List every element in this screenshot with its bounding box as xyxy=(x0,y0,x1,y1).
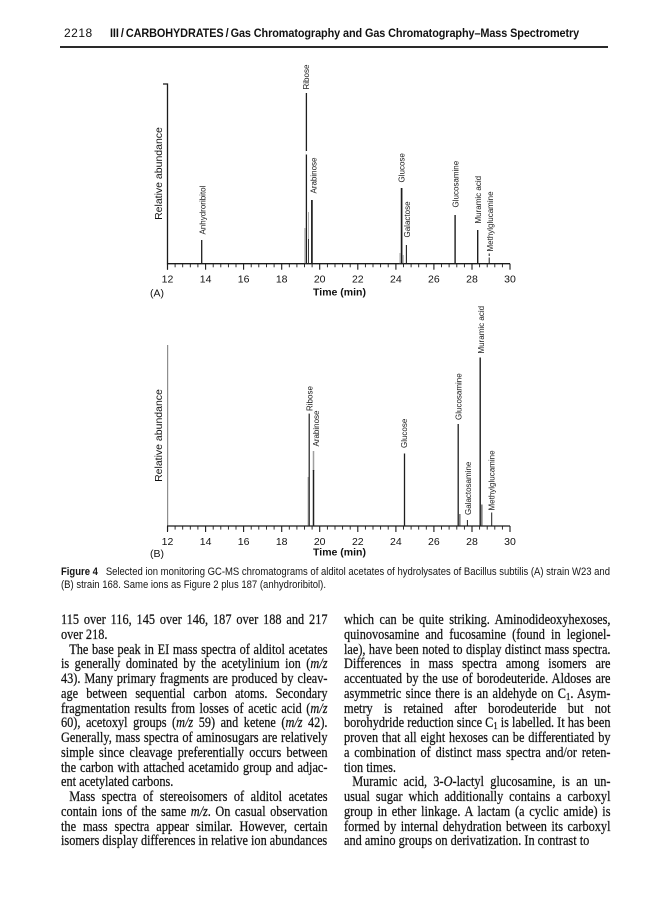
svg-text:(A): (A) xyxy=(150,287,164,299)
svg-text:Methylglucamine: Methylglucamine xyxy=(486,191,495,252)
svg-text:Time (min): Time (min) xyxy=(313,547,366,559)
svg-text:12: 12 xyxy=(162,536,174,548)
svg-text:Muramic acid: Muramic acid xyxy=(474,176,483,224)
svg-text:28: 28 xyxy=(466,536,478,548)
svg-text:Muramic acid: Muramic acid xyxy=(477,306,486,354)
svg-text:Relative abundance: Relative abundance xyxy=(153,127,165,220)
svg-text:Ribose: Ribose xyxy=(302,64,311,89)
svg-text:18: 18 xyxy=(276,536,288,548)
svg-text:Galactosamine: Galactosamine xyxy=(464,461,473,515)
svg-text:22: 22 xyxy=(352,536,364,548)
svg-text:24: 24 xyxy=(390,536,402,548)
svg-text:Relative abundance: Relative abundance xyxy=(153,389,165,482)
svg-text:16: 16 xyxy=(238,536,250,548)
svg-text:Time (min): Time (min) xyxy=(313,287,366,299)
svg-text:Glucose: Glucose xyxy=(400,418,409,448)
svg-text:20: 20 xyxy=(314,274,326,286)
svg-text:Glucosamine: Glucosamine xyxy=(451,160,460,207)
svg-text:26: 26 xyxy=(428,274,440,286)
svg-text:28: 28 xyxy=(466,274,478,286)
svg-text:22: 22 xyxy=(352,274,364,286)
svg-text:(B): (B) xyxy=(150,548,164,560)
svg-text:14: 14 xyxy=(200,274,212,286)
svg-text:30: 30 xyxy=(504,274,516,286)
svg-text:Arabinose: Arabinose xyxy=(312,410,321,447)
svg-text:Methylglucamine: Methylglucamine xyxy=(488,450,497,511)
svg-text:12: 12 xyxy=(162,274,174,286)
svg-text:Anhydroribitol: Anhydroribitol xyxy=(198,185,207,234)
svg-text:16: 16 xyxy=(238,274,250,286)
svg-text:26: 26 xyxy=(428,536,440,548)
svg-text:Glucose: Glucose xyxy=(397,153,406,183)
svg-text:Arabinose: Arabinose xyxy=(310,157,319,194)
svg-text:24: 24 xyxy=(390,274,402,286)
svg-text:20: 20 xyxy=(314,536,326,548)
svg-text:Glucosamine: Glucosamine xyxy=(455,373,464,420)
svg-text:14: 14 xyxy=(200,536,212,548)
svg-text:Galactose: Galactose xyxy=(403,201,412,238)
svg-text:Ribose: Ribose xyxy=(305,386,314,411)
svg-text:30: 30 xyxy=(504,536,516,548)
svg-text:18: 18 xyxy=(276,274,288,286)
